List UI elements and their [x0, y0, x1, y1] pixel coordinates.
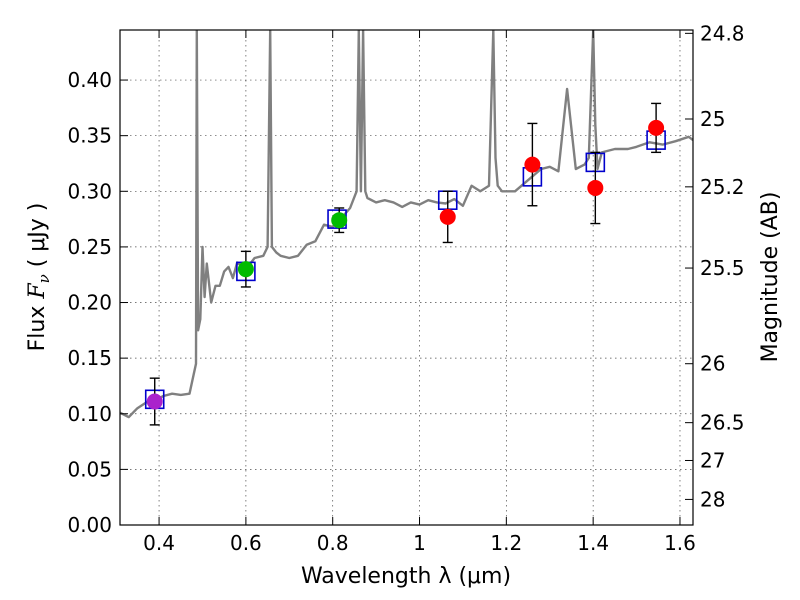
observed-photometry-point — [237, 261, 254, 278]
y-tick-label: 0.05 — [67, 457, 112, 481]
magnitude-tick-label: 25.5 — [700, 256, 745, 280]
y-tick-label: 0.20 — [67, 291, 112, 315]
observed-photometry-point — [146, 393, 163, 410]
x-tick-label: 1.6 — [664, 531, 696, 555]
y-tick-label: 0.30 — [67, 179, 112, 203]
x-axis-label: Wavelength λ (μm) — [301, 564, 511, 589]
observed-photometry-point — [587, 179, 604, 196]
magnitude-tick-label: 25.2 — [700, 175, 745, 199]
plot-frame — [119, 29, 694, 526]
x-tick-label: 1.2 — [490, 531, 522, 555]
y2-axis-label: Magnitude (AB) — [758, 192, 783, 363]
y-tick-label: 0.15 — [67, 346, 112, 370]
observed-photometry-point — [524, 156, 541, 173]
y-axis-label: Flux Fν ( μJy ) — [25, 203, 53, 352]
magnitude-tick-label: 26 — [700, 352, 725, 376]
magnitude-tick-label: 28 — [700, 487, 725, 511]
y-tick-label: 0.25 — [67, 235, 112, 259]
y-tick-label: 0.40 — [67, 68, 112, 92]
y-tick-label: 0.35 — [67, 124, 112, 148]
observed-photometry-point — [439, 208, 456, 225]
grid-lines — [120, 30, 693, 525]
y-axis-label-symbol: F — [25, 283, 50, 300]
y-axis-label-prefix: Flux — [25, 299, 50, 352]
x-tick-label: 1.4 — [577, 531, 609, 555]
x-tick-label: 0.8 — [317, 531, 349, 555]
magnitude-tick-label: 25 — [700, 107, 725, 131]
y-tick-label: 0.10 — [67, 402, 112, 426]
y-tick-label: 0.00 — [67, 513, 112, 537]
x-tick-label: 1 — [413, 531, 426, 555]
spectrum-layer — [120, 30, 693, 419]
x-tick-label: 0.6 — [230, 531, 262, 555]
y-axis-label-unit: ( μJy ) — [25, 203, 50, 275]
axis-ticks: 0.4 0.6 0.8 1 1.2 1.4 1.6 0.00 0.05 0.10 0.15 0.20 0… — [67, 21, 744, 555]
magnitude-tick-label: 27 — [700, 448, 725, 472]
x-tick-label: 0.4 — [143, 531, 175, 555]
spectrum-line — [120, 30, 693, 419]
observed-photometry-point — [648, 119, 665, 136]
observed-photometry-layer — [146, 102, 665, 426]
observed-photometry-point — [331, 212, 348, 229]
magnitude-tick-label: 26.5 — [700, 411, 745, 435]
magnitude-tick-label: 24.8 — [700, 21, 745, 45]
y-axis-label-subscript: ν — [35, 274, 53, 283]
